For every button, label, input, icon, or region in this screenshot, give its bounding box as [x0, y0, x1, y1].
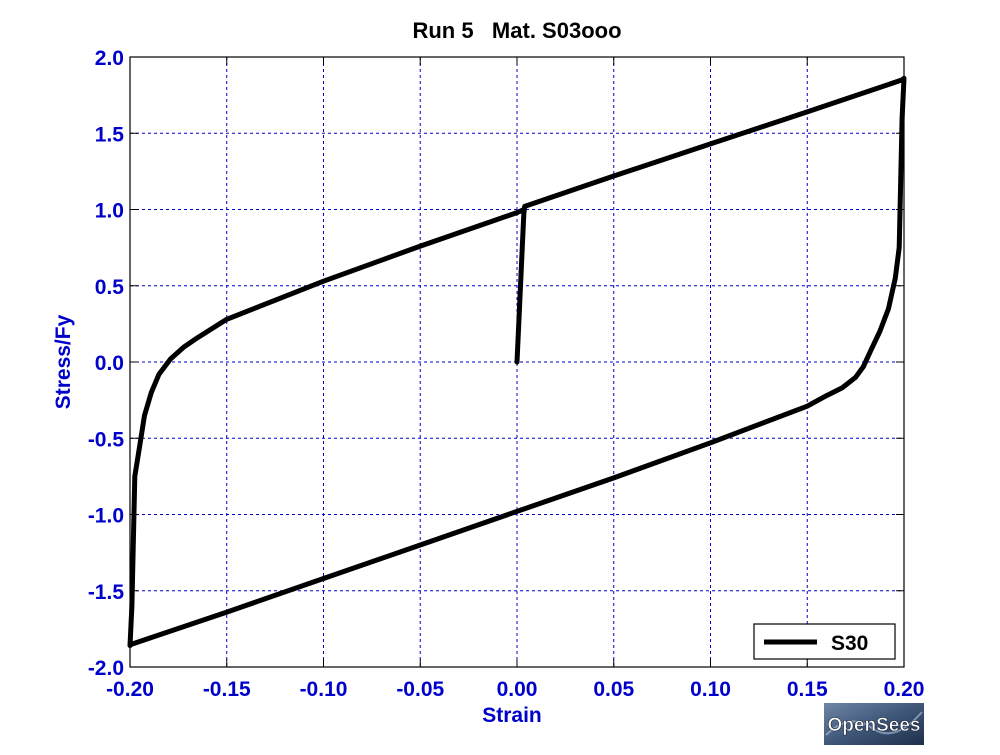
series-layer — [127, 75, 907, 649]
legend: S30 — [753, 623, 896, 660]
y-tick-label: 1.5 — [95, 123, 125, 146]
x-tick-label: 0.15 — [787, 678, 828, 701]
x-tick-label: 0.20 — [884, 678, 925, 701]
x-tick-label: 0.05 — [593, 678, 634, 701]
x-tick-label: -0.05 — [396, 678, 444, 701]
x-axis-label: Strain — [482, 704, 542, 727]
y-tick-label: 2.0 — [95, 47, 124, 70]
chart-title: Run 5 Mat. S03ooo — [412, 18, 621, 43]
y-tick-label: 0.0 — [95, 352, 124, 375]
y-tick-label: -2.0 — [88, 657, 124, 680]
y-tick-label: 1.0 — [95, 200, 124, 223]
axis-ticks: -0.20 -0.15 -0.10 -0.05 0.00 0.05 0.10 0.15 0.20… — [88, 47, 925, 701]
x-tick-label: -0.20 — [106, 678, 154, 701]
grid-lines — [130, 57, 904, 667]
y-tick-label: -1.5 — [88, 581, 125, 604]
y-tick-label: 0.5 — [95, 276, 125, 299]
opensees-logo: OpenSees — [824, 703, 924, 745]
y-tick-label: -1.0 — [88, 505, 124, 528]
x-tick-label: 0.10 — [690, 678, 731, 701]
x-tick-label: -0.10 — [300, 678, 348, 701]
x-tick-label: -0.15 — [203, 678, 251, 701]
y-tick-label: -0.5 — [88, 428, 125, 451]
y-axis-label: Stress/Fy — [52, 314, 75, 409]
logo-swoosh — [825, 711, 923, 736]
legend-label-s30: S30 — [831, 632, 868, 655]
series-line-s30 — [127, 75, 907, 649]
x-tick-label: 0.00 — [497, 678, 538, 701]
logo-text: OpenSees — [828, 715, 921, 736]
plot-frame — [129, 56, 905, 668]
